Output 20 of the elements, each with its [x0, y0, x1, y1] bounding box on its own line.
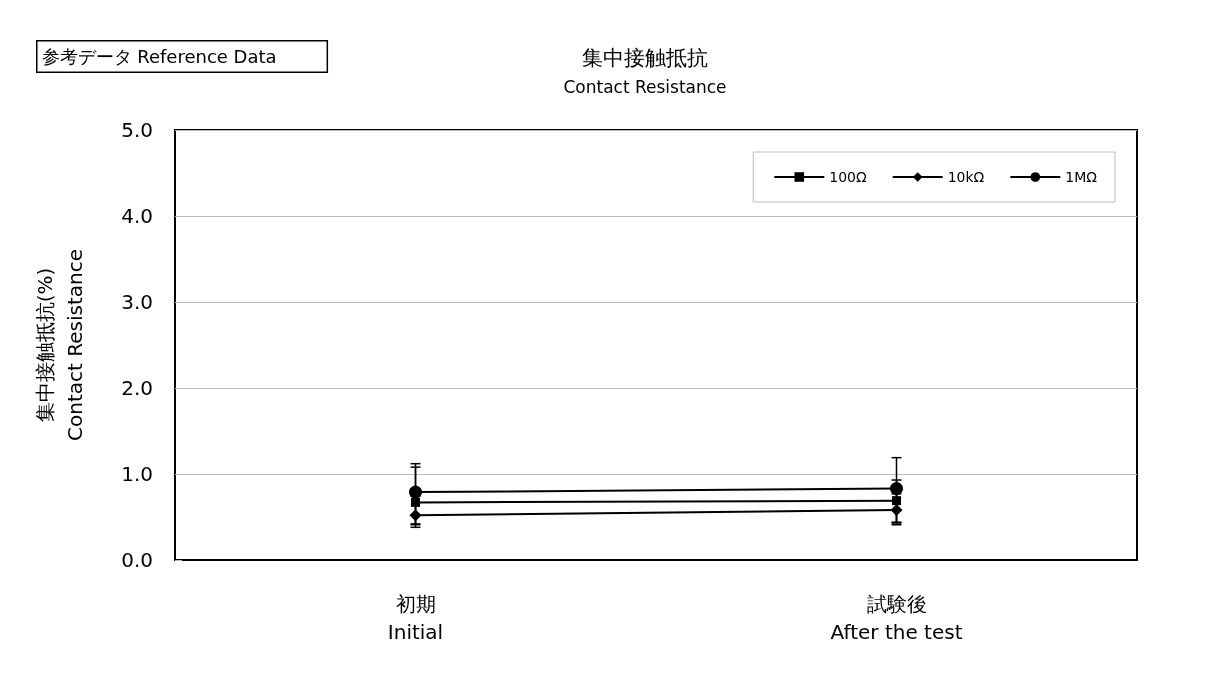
y-tick-label: 4.0 [121, 204, 153, 228]
point [409, 485, 422, 499]
y-tick-label: 5.0 [121, 118, 153, 142]
y-tick-label: 2.0 [121, 376, 153, 400]
legend-label: 1MΩ [1065, 169, 1098, 185]
x-tick-label: 試験後 After the test [830, 592, 963, 644]
y-tick-label: 0.0 [121, 548, 153, 572]
point [890, 504, 903, 517]
legend-label: 10kΩ [947, 169, 985, 185]
y-tick-label: 1.0 [121, 462, 153, 486]
y-tick-label: 3.0 [121, 290, 153, 314]
x-tick-label: 初期 Initial [387, 592, 444, 644]
y-axis-title: 集中接触抵抗(%) Contact Resistance [33, 249, 87, 441]
chart-title: 集中接触抵抗 [582, 45, 708, 70]
legend-label: 100Ω [829, 169, 867, 185]
point [411, 497, 420, 507]
text: 参考データ Reference Data [41, 46, 277, 67]
point [892, 496, 901, 506]
point [890, 482, 903, 496]
chart-subtitle: Contact Resistance [563, 76, 727, 97]
